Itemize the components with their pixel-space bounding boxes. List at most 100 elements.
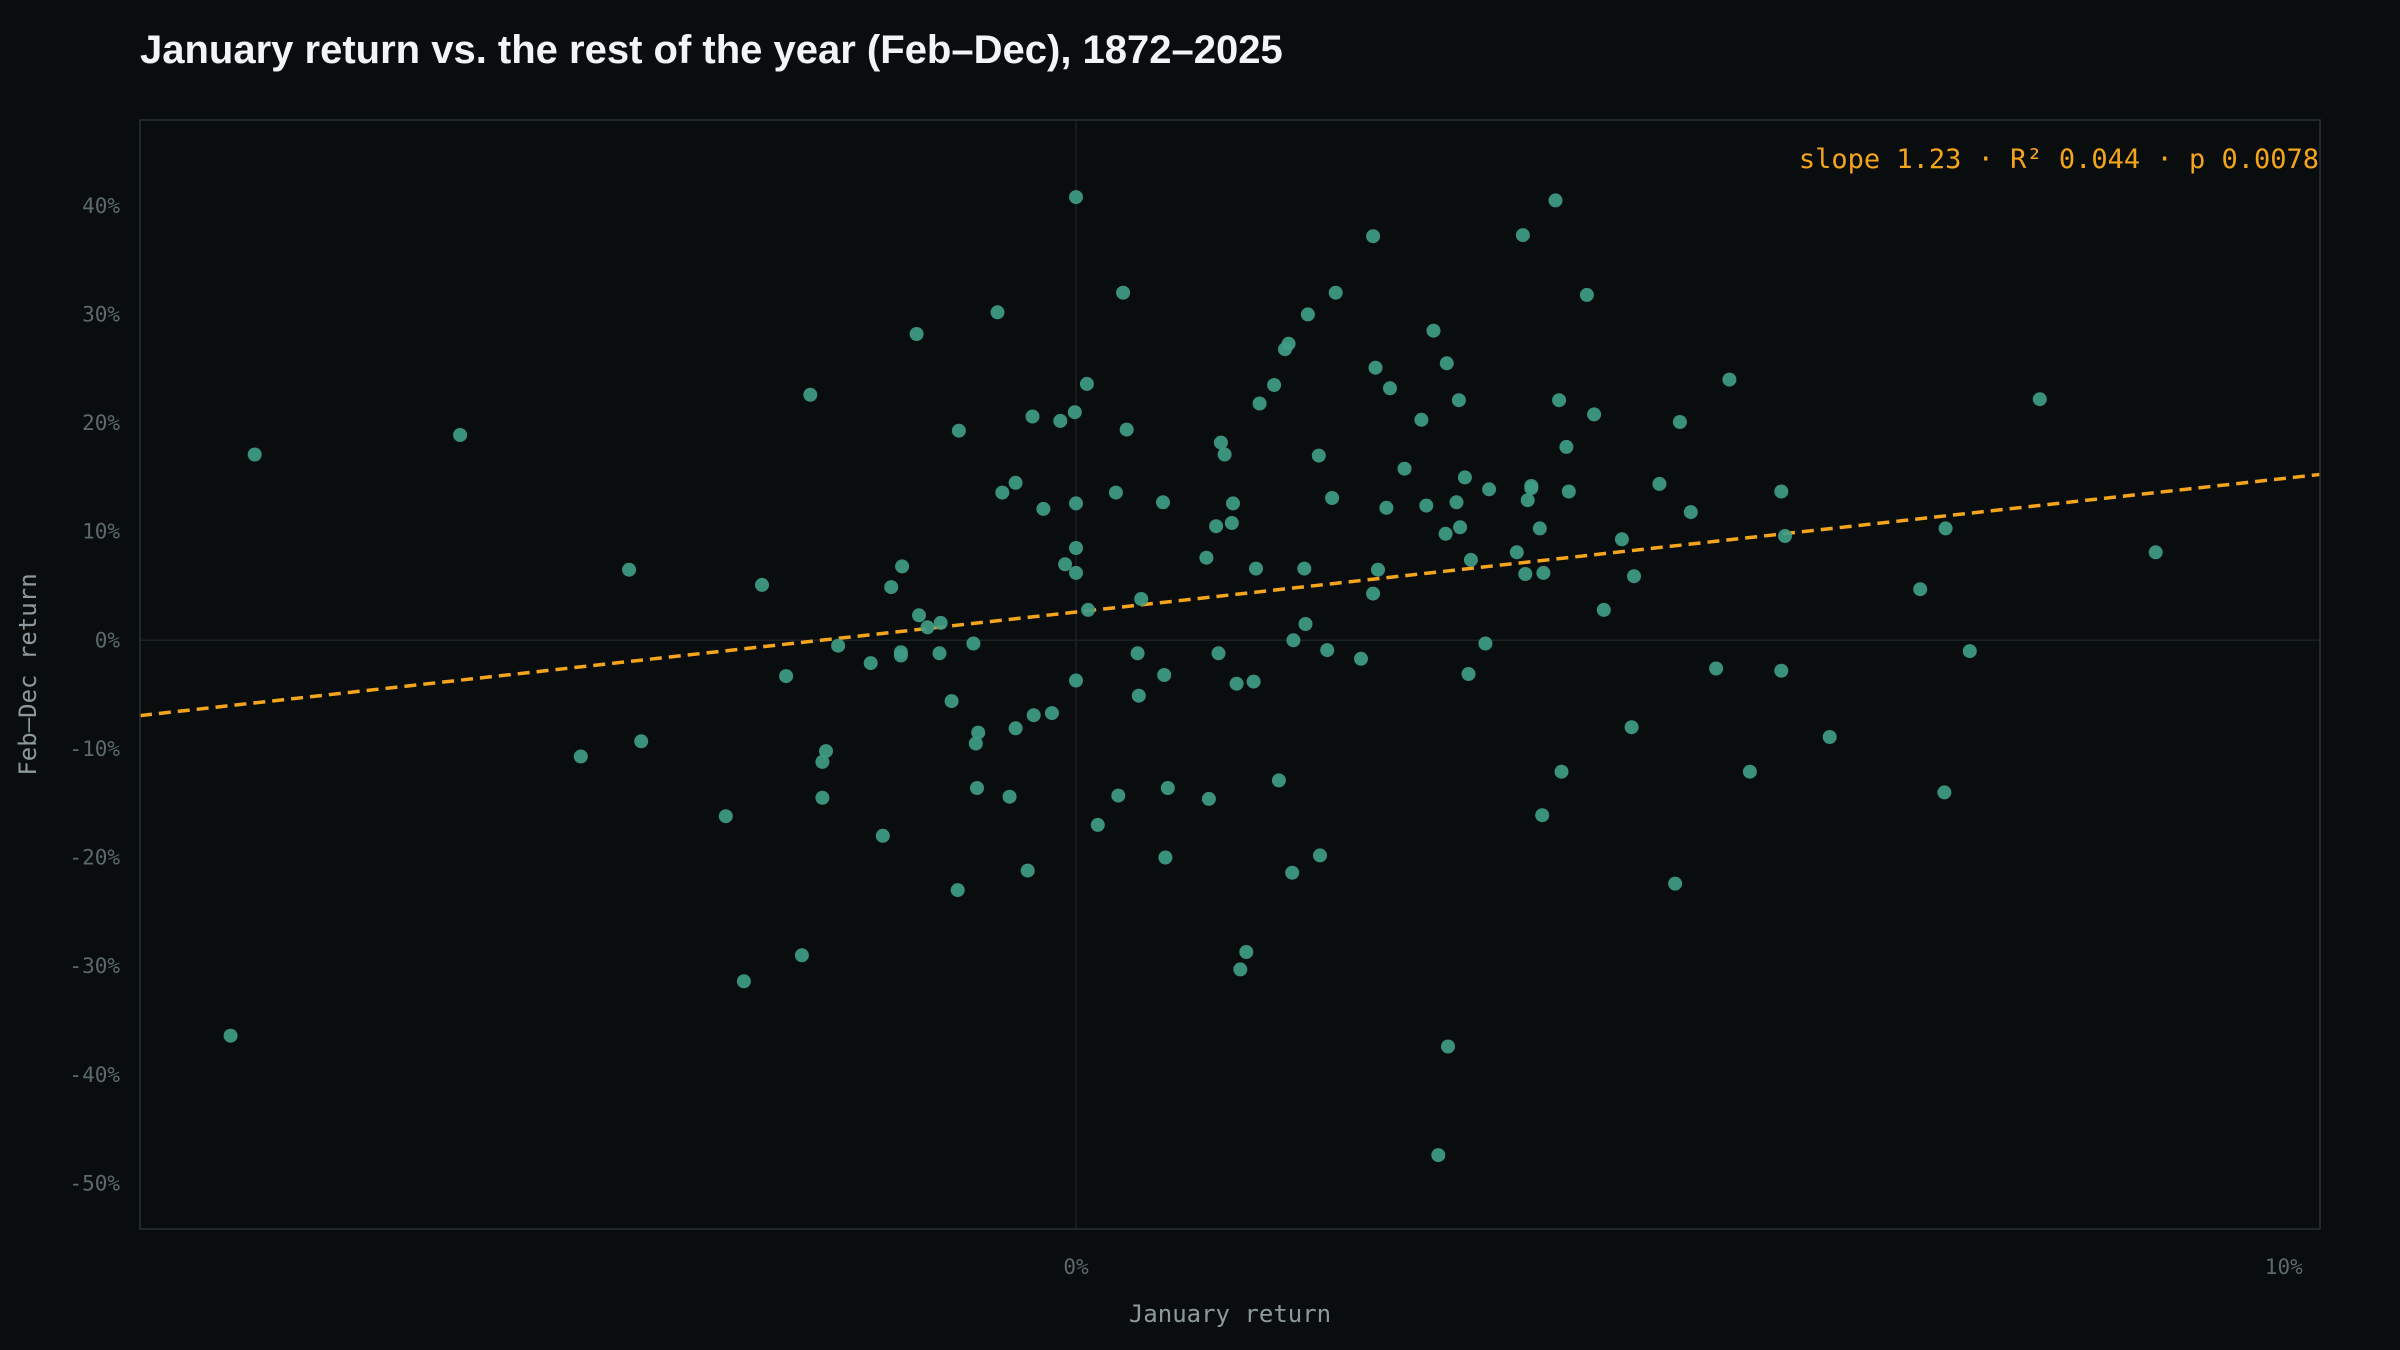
y-tick-label: 20% (82, 411, 120, 435)
data-point (1134, 592, 1149, 606)
data-point (912, 608, 926, 623)
data-point (1596, 602, 1611, 617)
data-point (1130, 646, 1145, 661)
data-point (1774, 663, 1789, 678)
data-point (1285, 865, 1300, 880)
data-point (1271, 773, 1286, 788)
data-point (247, 447, 262, 462)
data-point (1002, 789, 1017, 804)
data-point (1036, 501, 1051, 516)
x-axis-label: January return (1129, 1300, 1331, 1328)
data-point (1069, 541, 1083, 555)
data-point (1069, 673, 1083, 688)
data-point (1478, 636, 1493, 651)
data-point (1211, 646, 1226, 661)
data-point (831, 638, 846, 653)
data-point (453, 428, 468, 442)
data-point (995, 485, 1010, 500)
y-tick-label: 40% (82, 194, 120, 218)
data-point (1325, 491, 1340, 505)
y-axis-ticks: 40% 30% 20% 10% 0% -10% -20% -30% -40% -50% (69, 194, 120, 1196)
data-point (819, 744, 833, 759)
data-point (779, 669, 794, 684)
data-point (1226, 496, 1240, 511)
data-point (1441, 1039, 1455, 1054)
data-point (2148, 545, 2163, 560)
trend-line-group (139, 472, 2321, 718)
data-point (1774, 484, 1789, 499)
data-point (884, 580, 899, 595)
data-point (1025, 409, 1040, 424)
data-point (1383, 381, 1397, 396)
y-tick-label: 10% (82, 520, 120, 544)
data-point (966, 636, 981, 651)
y-axis-label: Feb–Dec return (14, 573, 42, 775)
data-point (1624, 720, 1639, 735)
data-point (1111, 788, 1126, 803)
data-point (573, 749, 588, 764)
data-point (1453, 520, 1468, 535)
data-point (1937, 785, 1952, 800)
data-point (1742, 764, 1757, 779)
y-tick-label: -10% (69, 737, 120, 761)
x-tick-label: 0% (1063, 1255, 1089, 1279)
data-point (1090, 817, 1105, 832)
data-point (1520, 493, 1535, 508)
data-point (1561, 484, 1576, 499)
data-point (1311, 448, 1326, 463)
data-point (815, 790, 830, 805)
data-point (1328, 285, 1343, 300)
data-point (1354, 651, 1368, 666)
chart-title: January return vs. the rest of the year … (140, 28, 1283, 72)
data-point (1320, 643, 1335, 658)
data-point (1515, 228, 1530, 243)
data-point (1313, 848, 1327, 863)
data-point (1213, 435, 1228, 450)
data-point (1298, 617, 1313, 631)
data-point (932, 646, 947, 661)
data-point (920, 620, 935, 635)
data-point (1026, 708, 1041, 723)
data-point (1224, 516, 1239, 530)
data-point (1069, 496, 1083, 511)
data-point (1217, 447, 1232, 462)
data-point (951, 423, 966, 438)
data-point (1368, 360, 1383, 375)
data-point (1067, 405, 1082, 420)
data-point (1451, 393, 1466, 408)
data-point (736, 974, 751, 989)
data-point (1962, 644, 1977, 659)
data-point (1548, 193, 1563, 208)
y-tick-label: 30% (82, 302, 120, 326)
data-point (863, 656, 878, 671)
data-point (1233, 962, 1248, 977)
data-point (968, 736, 983, 751)
data-point (1201, 791, 1216, 806)
data-point (1532, 521, 1547, 536)
data-point (1822, 730, 1837, 744)
data-point (1286, 633, 1301, 648)
y-tick-label: -50% (69, 1171, 120, 1195)
data-point (1552, 393, 1567, 408)
data-point (1069, 565, 1083, 580)
data-point (1156, 495, 1170, 510)
data-point (1509, 545, 1524, 560)
data-point (1108, 485, 1123, 500)
data-point (1652, 476, 1667, 491)
data-point (718, 809, 733, 824)
data-point (1379, 500, 1394, 515)
data-point (1938, 521, 1953, 536)
data-point (1614, 532, 1629, 547)
data-point (971, 725, 986, 740)
data-point (1559, 439, 1574, 454)
plot-frame (139, 119, 2321, 1230)
data-point (1157, 668, 1172, 682)
data-point (622, 562, 637, 577)
data-point (1116, 285, 1131, 300)
data-points (223, 190, 2163, 1163)
data-point (1371, 562, 1385, 577)
data-point (1683, 505, 1698, 520)
data-point (1053, 413, 1068, 428)
data-point (895, 559, 910, 574)
data-point (1419, 498, 1434, 513)
